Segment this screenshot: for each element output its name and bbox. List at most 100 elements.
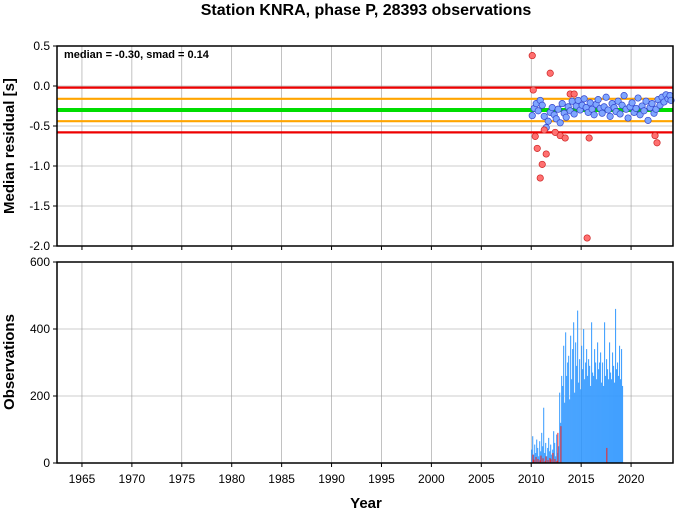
observation-bar <box>593 375 595 463</box>
observation-bar <box>533 454 535 463</box>
observation-bar <box>608 379 610 463</box>
residual-y-tick-label: 0.5 <box>33 39 50 53</box>
year-tick-label: 1995 <box>368 472 395 486</box>
observation-bar <box>590 385 592 463</box>
observation-bar <box>550 444 552 463</box>
observation-bar <box>545 442 547 463</box>
observation-bar-red <box>552 452 554 463</box>
residual-point <box>628 99 636 107</box>
observation-bar <box>543 407 545 463</box>
observation-bar <box>592 372 594 463</box>
observation-bar <box>542 446 544 463</box>
observation-bar <box>588 359 590 463</box>
observation-bar <box>541 432 543 463</box>
residual-point <box>534 107 542 115</box>
observation-bar-red <box>560 426 562 463</box>
year-tick-label: 1990 <box>318 472 345 486</box>
residual-point <box>548 104 556 112</box>
observation-bar-red <box>537 458 539 463</box>
observation-bar-red <box>556 460 558 463</box>
residual-point <box>594 96 602 104</box>
residual-y-tick-label: -0.5 <box>29 119 50 133</box>
residual-point <box>602 93 610 101</box>
observation-bar <box>577 310 579 463</box>
observations-y-tick-label: 400 <box>30 322 50 336</box>
observation-bar <box>610 372 612 463</box>
outlier-point <box>533 144 541 152</box>
year-tick-label: 1980 <box>218 472 245 486</box>
outlier-point <box>570 90 578 98</box>
observation-bar <box>546 456 548 463</box>
observation-bar <box>562 385 564 463</box>
year-x-axis-label: Year <box>350 495 382 511</box>
observation-bar <box>617 362 619 463</box>
observation-bar <box>585 362 587 463</box>
observation-bar <box>561 375 563 463</box>
observation-bar <box>591 322 593 463</box>
observation-bar-red <box>540 455 542 463</box>
observation-bar-red <box>544 461 546 463</box>
observation-bar <box>607 369 609 463</box>
observation-bar <box>619 345 621 463</box>
residual-point <box>644 116 652 124</box>
year-tick-label: 1975 <box>168 472 195 486</box>
observation-bar-red <box>535 456 537 463</box>
observation-bar <box>538 456 540 463</box>
residual-point <box>616 110 624 118</box>
observation-bar <box>532 436 534 463</box>
residual-point <box>604 106 612 114</box>
outlier-point <box>651 132 659 140</box>
observation-bar <box>620 379 622 463</box>
observation-bar <box>566 375 568 463</box>
residual-point <box>558 100 566 108</box>
residual-point <box>590 111 598 119</box>
observation-bar <box>596 379 598 463</box>
observation-bar <box>573 322 575 463</box>
observation-bar <box>612 352 614 463</box>
residual-point <box>570 110 578 118</box>
observation-bar <box>583 329 585 463</box>
year-tick-label: 2010 <box>518 472 545 486</box>
observation-bar <box>621 349 623 463</box>
observation-bar <box>599 362 601 463</box>
observation-bar-red <box>545 456 547 463</box>
observation-bar <box>536 439 538 463</box>
observation-bar <box>563 345 565 463</box>
observation-bar <box>579 359 581 463</box>
residual-y-tick-label: -1.0 <box>29 159 50 173</box>
observations-y-tick-label: 0 <box>43 456 50 470</box>
observation-bar <box>548 437 550 463</box>
observation-bar <box>586 349 588 463</box>
observation-bar <box>571 379 573 463</box>
observation-bar <box>598 369 600 463</box>
observation-bar <box>531 449 533 463</box>
residual-y-tick-label: -1.5 <box>29 199 50 213</box>
residual-point <box>634 94 642 102</box>
residual-panel: 0.5 0.0 -0.5 -1.0 -1.5 -2.0 median = -0.30, s… <box>1 39 675 253</box>
observation-bar-red <box>550 459 552 463</box>
observation-bar <box>570 335 572 463</box>
year-tick-label: 2000 <box>418 472 445 486</box>
observation-bar <box>605 375 607 463</box>
observation-bar <box>547 447 549 463</box>
observations-y-tick-label: 200 <box>30 389 50 403</box>
outlier-point <box>546 69 554 77</box>
residual-point <box>556 119 564 127</box>
observation-bar-red <box>549 457 551 463</box>
observation-bar <box>575 342 577 463</box>
observation-bar <box>618 375 620 463</box>
year-tick-label: 2005 <box>468 472 495 486</box>
observation-bar <box>587 375 589 463</box>
year-tick-label: 1985 <box>268 472 295 486</box>
outlier-point <box>551 128 559 136</box>
observation-bar-red <box>532 454 534 463</box>
outlier-point <box>585 134 593 142</box>
observation-bar <box>614 382 616 463</box>
observation-bar-red <box>539 460 541 463</box>
residual-point <box>580 95 588 103</box>
observation-bar <box>537 447 539 463</box>
observations-y-tick-label: 600 <box>30 255 50 269</box>
observation-bar <box>606 359 608 463</box>
residual-point <box>586 99 594 107</box>
residual-panel-frame <box>56 45 674 247</box>
